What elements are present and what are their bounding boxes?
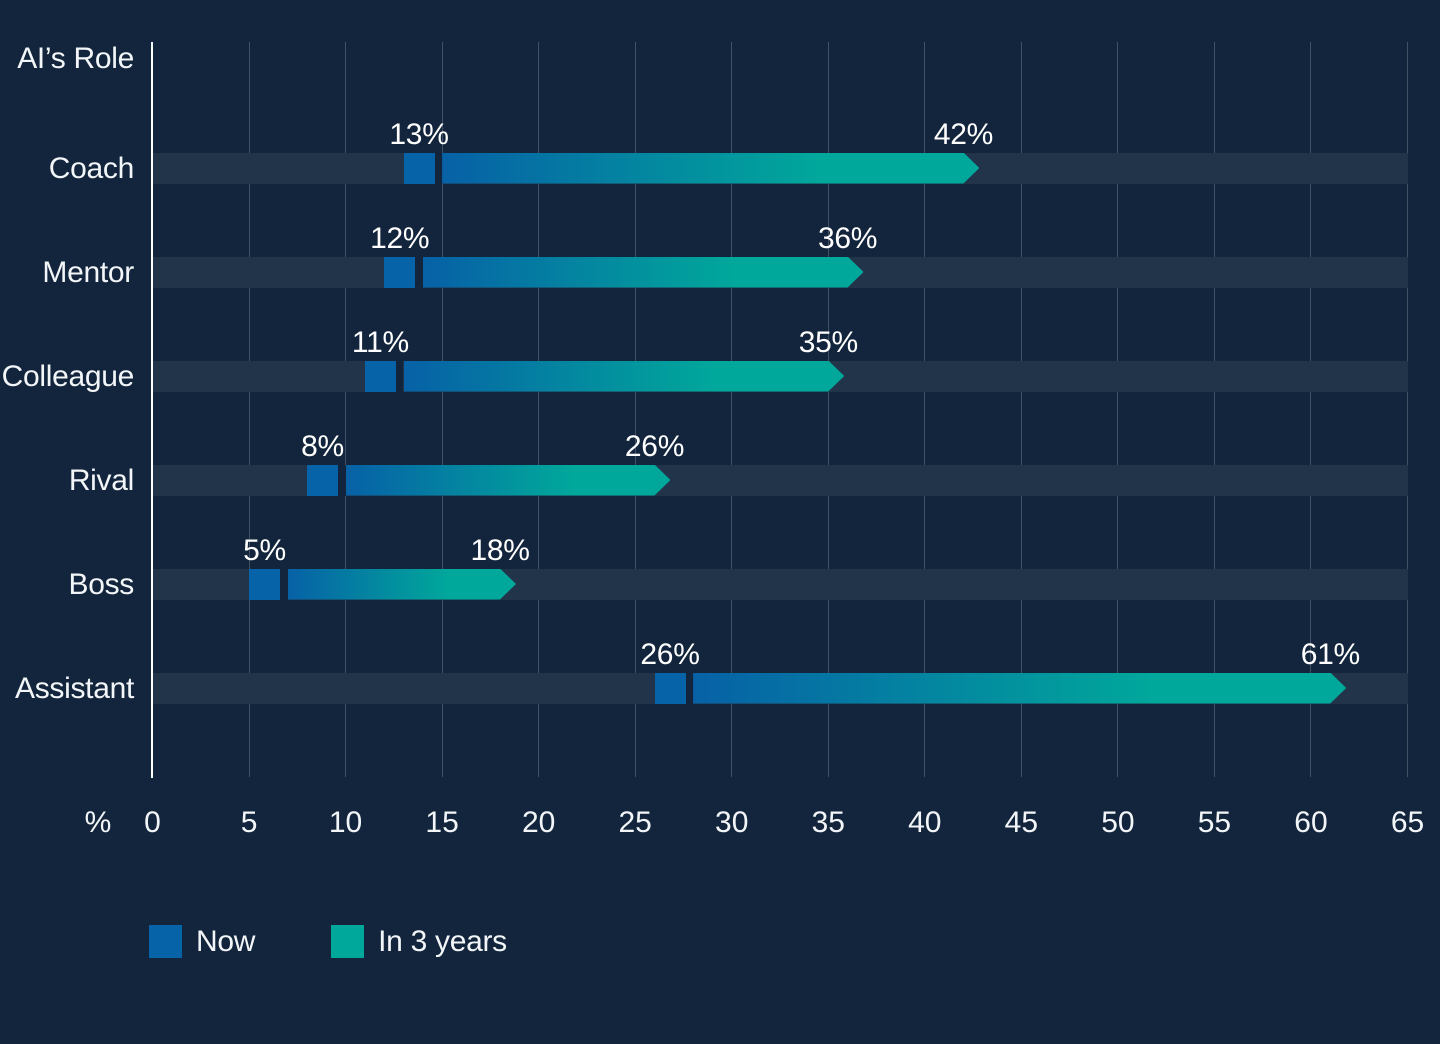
now-bar-mentor	[384, 256, 416, 288]
legend-swatch-future	[331, 925, 365, 958]
legend-label-future: In 3 years	[378, 925, 507, 958]
x-tick-label-50: 50	[1101, 806, 1135, 839]
gridline-55	[1213, 42, 1215, 777]
future-value-label-rival: 26%	[624, 429, 685, 463]
legend-item-future: In 3 years	[331, 925, 507, 958]
gridline-35	[827, 42, 829, 777]
bar-separator-rival	[337, 464, 346, 496]
category-label-coach: Coach	[48, 151, 135, 185]
now-value-label-coach: 13%	[389, 117, 449, 151]
gridline-50	[1117, 42, 1119, 777]
gridline-15	[441, 42, 443, 777]
future-bar-mentor	[423, 257, 864, 288]
x-tick-label-45: 45	[1004, 806, 1039, 839]
category-label-boss: Boss	[68, 567, 135, 601]
bar-separator-coach	[434, 152, 443, 184]
gridline-60	[1310, 42, 1312, 777]
gridline-10	[345, 42, 347, 777]
bar-separator-mentor	[415, 256, 423, 288]
now-value-label-rival: 8%	[301, 429, 344, 463]
now-value-label-boss: 5%	[243, 533, 286, 567]
future-bar-boss	[288, 569, 516, 600]
category-label-assistant: Assistant	[14, 671, 134, 705]
gridline-25	[634, 42, 636, 777]
now-value-label-assistant: 26%	[640, 637, 700, 671]
y-axis-line	[151, 42, 153, 778]
x-tick-label-5: 5	[240, 806, 258, 839]
x-tick-label-30: 30	[715, 806, 749, 839]
x-tick-label-10: 10	[328, 806, 363, 839]
legend-item-now: Now	[149, 925, 255, 958]
legend: Now In 3 years	[149, 925, 507, 958]
future-value-label-mentor: 36%	[817, 221, 878, 255]
x-tick-label-60: 60	[1294, 806, 1328, 839]
bar-separator-assistant	[685, 672, 694, 704]
bar-separator-colleague	[395, 360, 404, 392]
legend-label-now: Now	[196, 925, 256, 958]
category-label-rival: Rival	[68, 463, 134, 497]
future-bar-rival	[346, 465, 671, 496]
now-bar-coach	[403, 152, 435, 184]
x-tick-label-25: 25	[618, 806, 652, 839]
now-bar-rival	[306, 464, 338, 496]
gridline-5	[248, 42, 250, 777]
future-bar-coach	[442, 153, 979, 184]
x-tick-label-0: 0	[144, 806, 161, 839]
axis-title: AI’s Role	[17, 42, 134, 75]
gridline-65	[1407, 42, 1408, 777]
gridline-30	[731, 42, 733, 777]
category-label-colleague: Colleague	[1, 359, 135, 393]
future-bar-assistant	[693, 673, 1346, 704]
x-tick-label-20: 20	[521, 806, 556, 839]
gridline-20	[538, 42, 540, 777]
x-tick-label-15: 15	[425, 806, 459, 839]
gridline-45	[1020, 42, 1022, 777]
now-bar-boss	[249, 568, 281, 600]
future-value-label-coach: 42%	[933, 117, 993, 151]
x-axis-unit-label: %	[84, 806, 112, 839]
future-value-label-colleague: 35%	[798, 325, 858, 359]
x-tick-label-35: 35	[811, 806, 845, 839]
bar-separator-boss	[280, 568, 288, 600]
x-tick-label-55: 55	[1197, 806, 1232, 839]
now-bar-assistant	[654, 672, 686, 704]
x-tick-label-40: 40	[908, 806, 942, 839]
legend-swatch-now	[149, 925, 182, 958]
category-label-mentor: Mentor	[42, 255, 134, 289]
x-tick-label-65: 65	[1390, 806, 1425, 839]
now-value-label-colleague: 11%	[351, 325, 409, 359]
future-value-label-boss: 18%	[470, 533, 530, 567]
now-bar-colleague	[364, 360, 396, 392]
future-bar-colleague	[404, 361, 845, 392]
future-value-label-assistant: 61%	[1300, 637, 1360, 671]
gridline-40	[924, 42, 926, 777]
now-value-label-mentor: 12%	[370, 221, 430, 255]
